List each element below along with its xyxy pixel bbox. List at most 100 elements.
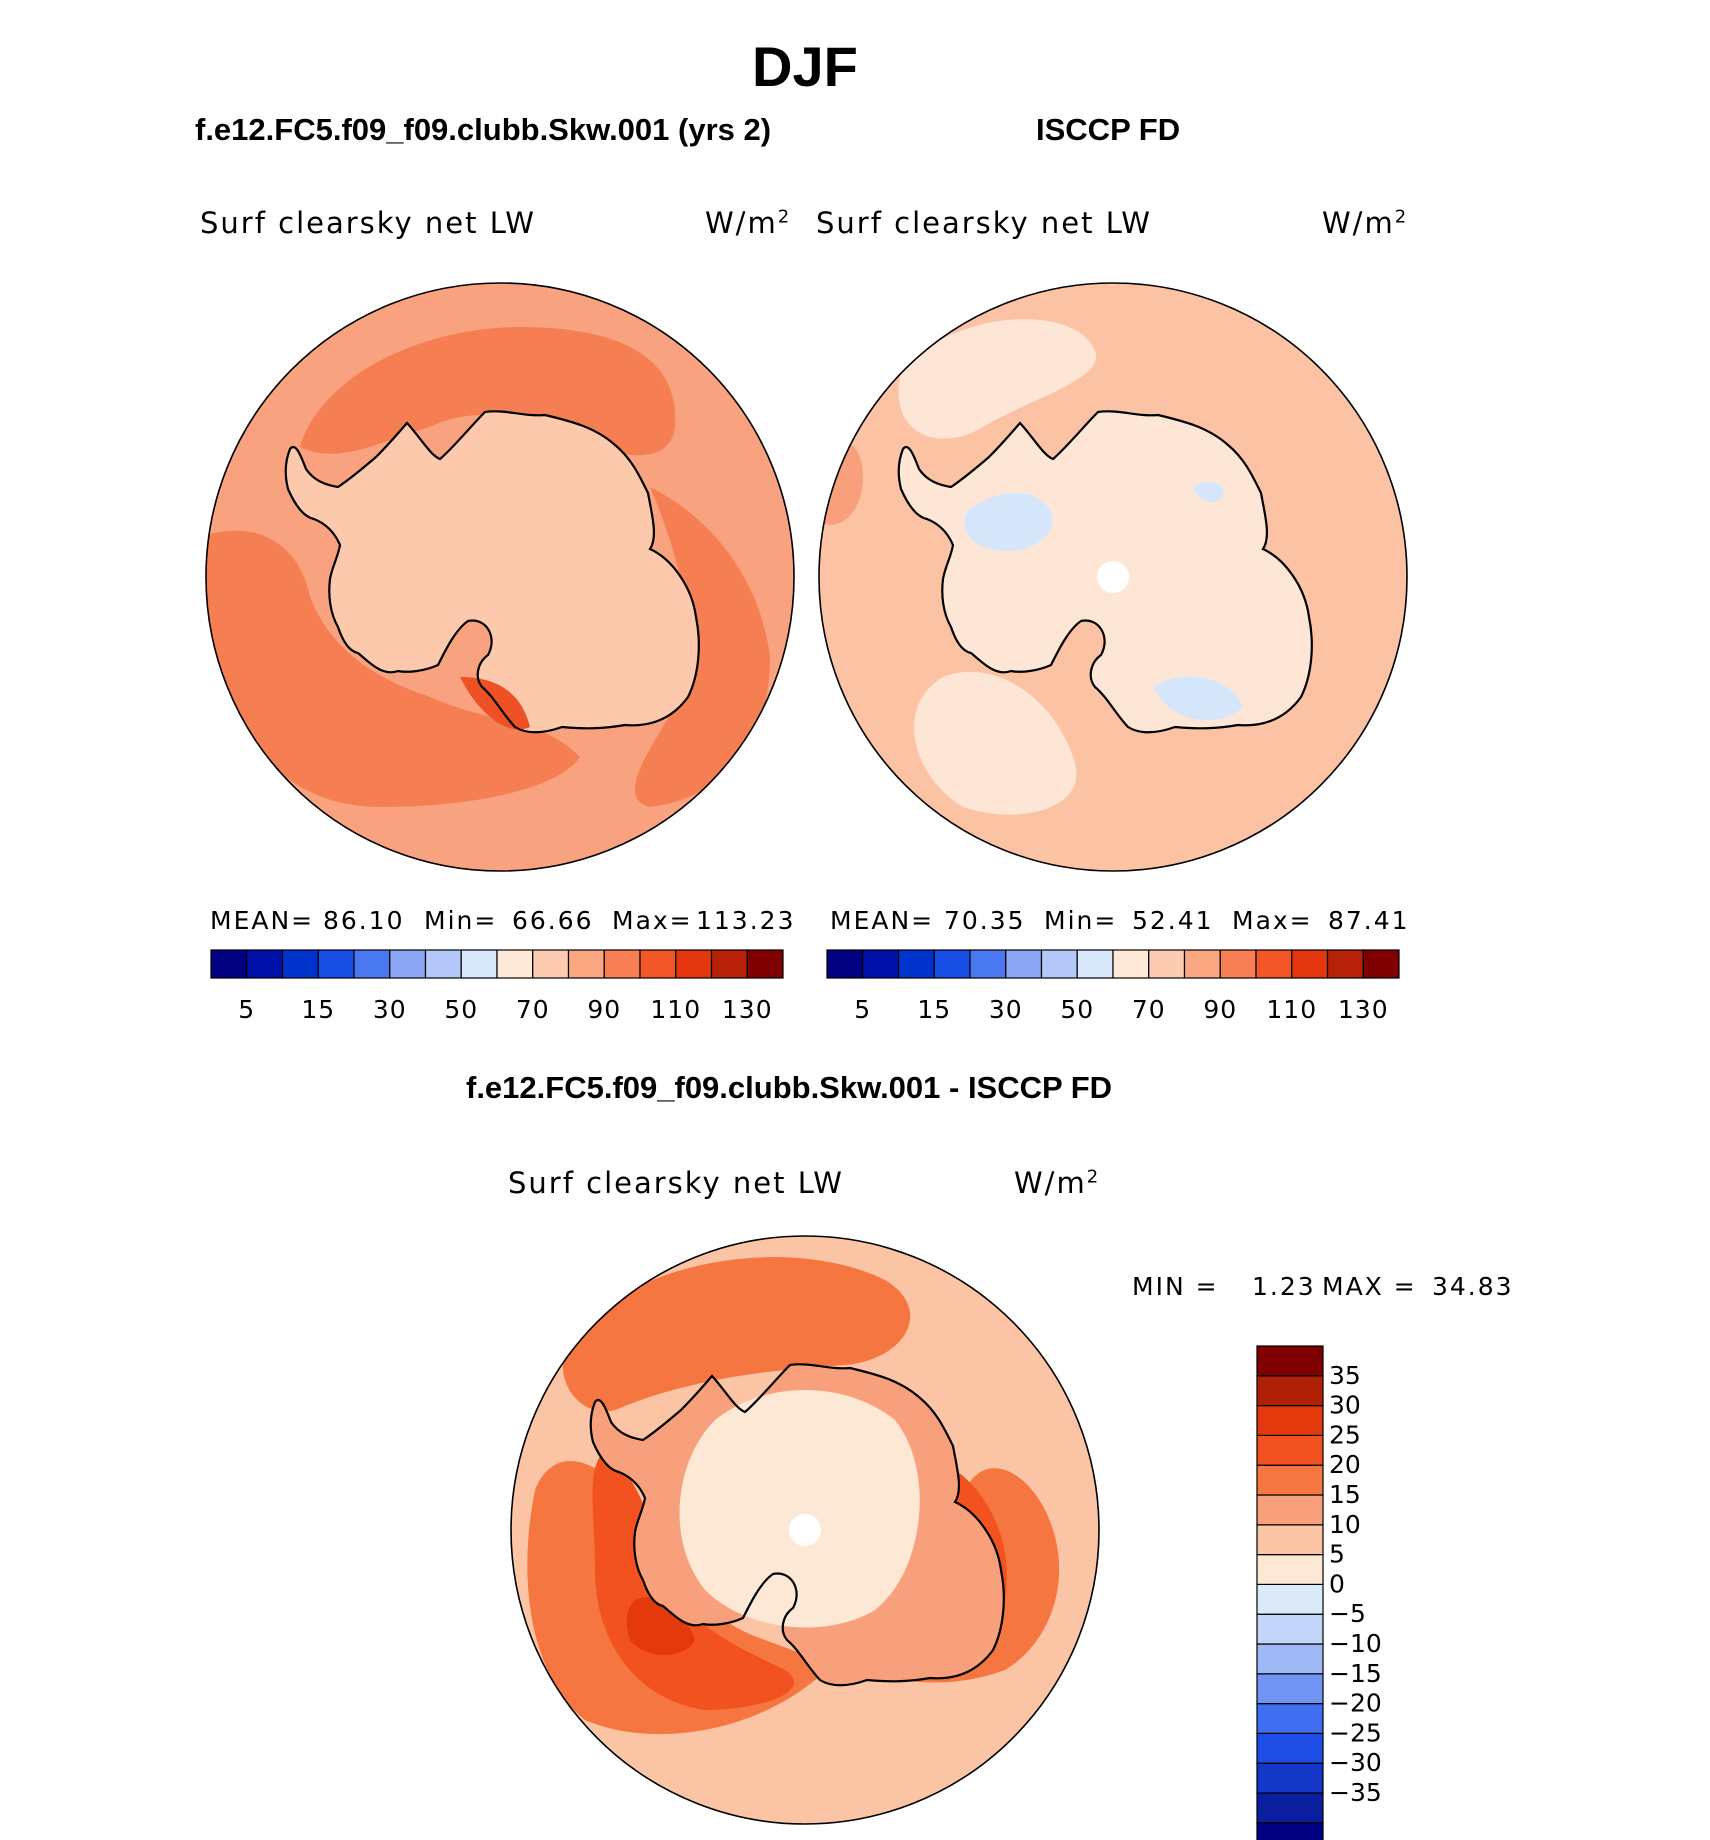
diff-colorbar-box xyxy=(1256,1822,1324,1840)
diff-map-border xyxy=(510,1235,1100,1825)
model-colorbar-tick-label: 90 xyxy=(587,995,621,1024)
diff-colorbar-box xyxy=(1256,1732,1324,1764)
model-warm-band-west xyxy=(206,530,580,807)
diff-colorbar-tick-label: 35 xyxy=(1329,1361,1361,1390)
model-colorbar-box xyxy=(246,949,284,979)
obs-max-label: Max= xyxy=(1232,906,1313,935)
obs-pole-hole xyxy=(1097,561,1129,593)
diff-colorbar-box xyxy=(1256,1613,1324,1645)
obs-colorbar-tick-label: 70 xyxy=(1132,995,1166,1024)
obs-colorbar-box xyxy=(897,949,935,979)
model-panel-header: f.e12.FC5.f09_f09.clubb.Skw.001 (yrs 2) xyxy=(195,112,772,147)
obs-colorbar-box xyxy=(1326,949,1364,979)
obs-colorbar-tick-label: 30 xyxy=(989,995,1023,1024)
diff-colorbar-box xyxy=(1256,1583,1324,1615)
diff-colorbar-tick-label: 5 xyxy=(1329,1540,1345,1569)
obs-colorbar-box xyxy=(1362,949,1400,979)
obs-colorbar-box xyxy=(1112,949,1150,979)
model-colorbar-box xyxy=(567,949,605,979)
obs-min-value: 52.41 xyxy=(1132,906,1214,935)
diff-colorbar-box xyxy=(1256,1494,1324,1526)
model-warm-band-north xyxy=(300,327,676,456)
diff-colorbar-tick-label: 20 xyxy=(1329,1450,1361,1479)
model-colorbar-box xyxy=(675,949,713,979)
model-colorbar-tick-label: 50 xyxy=(444,995,478,1024)
diff-ice-center xyxy=(679,1390,920,1628)
diff-variable-label: Surf clearsky net LW xyxy=(508,1166,844,1200)
model-colorbar-tick-label: 5 xyxy=(238,995,255,1024)
model-map-border xyxy=(205,282,795,872)
model-min-label: Min= xyxy=(424,906,498,935)
obs-max-value: 87.41 xyxy=(1328,906,1410,935)
diff-max-value: 34.83 xyxy=(1432,1272,1514,1301)
figure-title: DJF xyxy=(752,35,858,98)
model-colorbar-box xyxy=(210,949,248,979)
obs-colorbar-box xyxy=(862,949,900,979)
diff-min-value: 1.23 xyxy=(1252,1272,1316,1301)
obs-mean-value: 70.35 xyxy=(944,906,1026,935)
obs-map-border xyxy=(818,282,1408,872)
model-colorbar-tick-label: 30 xyxy=(373,995,407,1024)
obs-units-label: W/m2 xyxy=(1322,206,1409,240)
diff-colorbar-tick-label: −20 xyxy=(1329,1689,1382,1718)
obs-colorbar-tick-label: 110 xyxy=(1266,995,1317,1024)
model-warm-band-east xyxy=(634,487,770,807)
model-max-value: 113.23 xyxy=(696,906,796,935)
model-min-value: 66.66 xyxy=(512,906,594,935)
obs-colorbar-tick-label: 50 xyxy=(1060,995,1094,1024)
diff-pole-hole xyxy=(789,1514,821,1546)
model-colorbar-box xyxy=(532,949,570,979)
diff-panel-header: f.e12.FC5.f09_f09.clubb.Skw.001 - ISCCP … xyxy=(466,1070,1113,1105)
model-mean-value: 86.10 xyxy=(323,906,405,935)
diff-colorbar-tick-label: 30 xyxy=(1329,1391,1361,1420)
diff-max-spot xyxy=(626,1597,695,1655)
model-max-label: Max= xyxy=(612,906,693,935)
diff-colorbar-box xyxy=(1256,1524,1324,1556)
model-colorbar-tick-label: 70 xyxy=(516,995,550,1024)
obs-colorbar-box xyxy=(1219,949,1257,979)
diff-colorbar-box xyxy=(1256,1464,1324,1496)
obs-colorbar-box xyxy=(1040,949,1078,979)
obs-cool-area-3 xyxy=(1193,481,1224,503)
obs-variable-label: Surf clearsky net LW xyxy=(816,206,1152,240)
obs-cool-area-2 xyxy=(1153,676,1243,721)
diff-warm-band-north xyxy=(562,1257,911,1412)
model-mean-label: MEAN= xyxy=(210,906,315,935)
model-units-label: W/m2 xyxy=(705,206,792,240)
model-polar-map xyxy=(205,282,795,872)
diff-polar-map xyxy=(510,1235,1100,1825)
diff-colorbar-box xyxy=(1256,1643,1324,1675)
obs-cool-area-1 xyxy=(964,493,1053,551)
model-colorbar-box xyxy=(281,949,319,979)
diff-colorbar-box xyxy=(1256,1702,1324,1734)
obs-colorbar-tick-label: 5 xyxy=(854,995,871,1024)
model-colorbar-box xyxy=(460,949,498,979)
diff-colorbar-tick-label: −5 xyxy=(1329,1599,1366,1628)
model-colorbar-tick-label: 130 xyxy=(722,995,773,1024)
model-colorbar-tick-label: 15 xyxy=(301,995,335,1024)
diff-colorbar-tick-label: −30 xyxy=(1329,1748,1382,1777)
obs-polar-map xyxy=(818,282,1408,872)
diff-units-label: W/m2 xyxy=(1014,1166,1101,1200)
model-colorbar-box xyxy=(424,949,462,979)
diff-colorbar-tick-label: 0 xyxy=(1329,1569,1345,1598)
diff-colorbar-tick-label: −15 xyxy=(1329,1659,1382,1688)
model-hot-spot xyxy=(460,677,530,730)
diff-colorbar-tick-label: −10 xyxy=(1329,1629,1382,1658)
model-colorbar-box xyxy=(353,949,391,979)
diff-colorbar-tick-label: 25 xyxy=(1329,1420,1361,1449)
diff-colorbar-tick-label: 10 xyxy=(1329,1510,1361,1539)
diff-min-label: MIN = xyxy=(1132,1272,1219,1301)
diff-colorbar-box xyxy=(1256,1434,1324,1466)
obs-colorbar-box xyxy=(1076,949,1114,979)
diff-max-label: MAX = xyxy=(1322,1272,1417,1301)
obs-colorbar-box xyxy=(1005,949,1043,979)
obs-colorbar-box xyxy=(1183,949,1221,979)
model-colorbar-box xyxy=(389,949,427,979)
diff-colorbar-tick-label: −35 xyxy=(1329,1778,1382,1807)
obs-colorbar-box xyxy=(826,949,864,979)
obs-light-area-southwest xyxy=(914,671,1077,815)
diff-colorbar-box xyxy=(1256,1345,1324,1377)
diff-colorbar-tick-label: 15 xyxy=(1329,1480,1361,1509)
